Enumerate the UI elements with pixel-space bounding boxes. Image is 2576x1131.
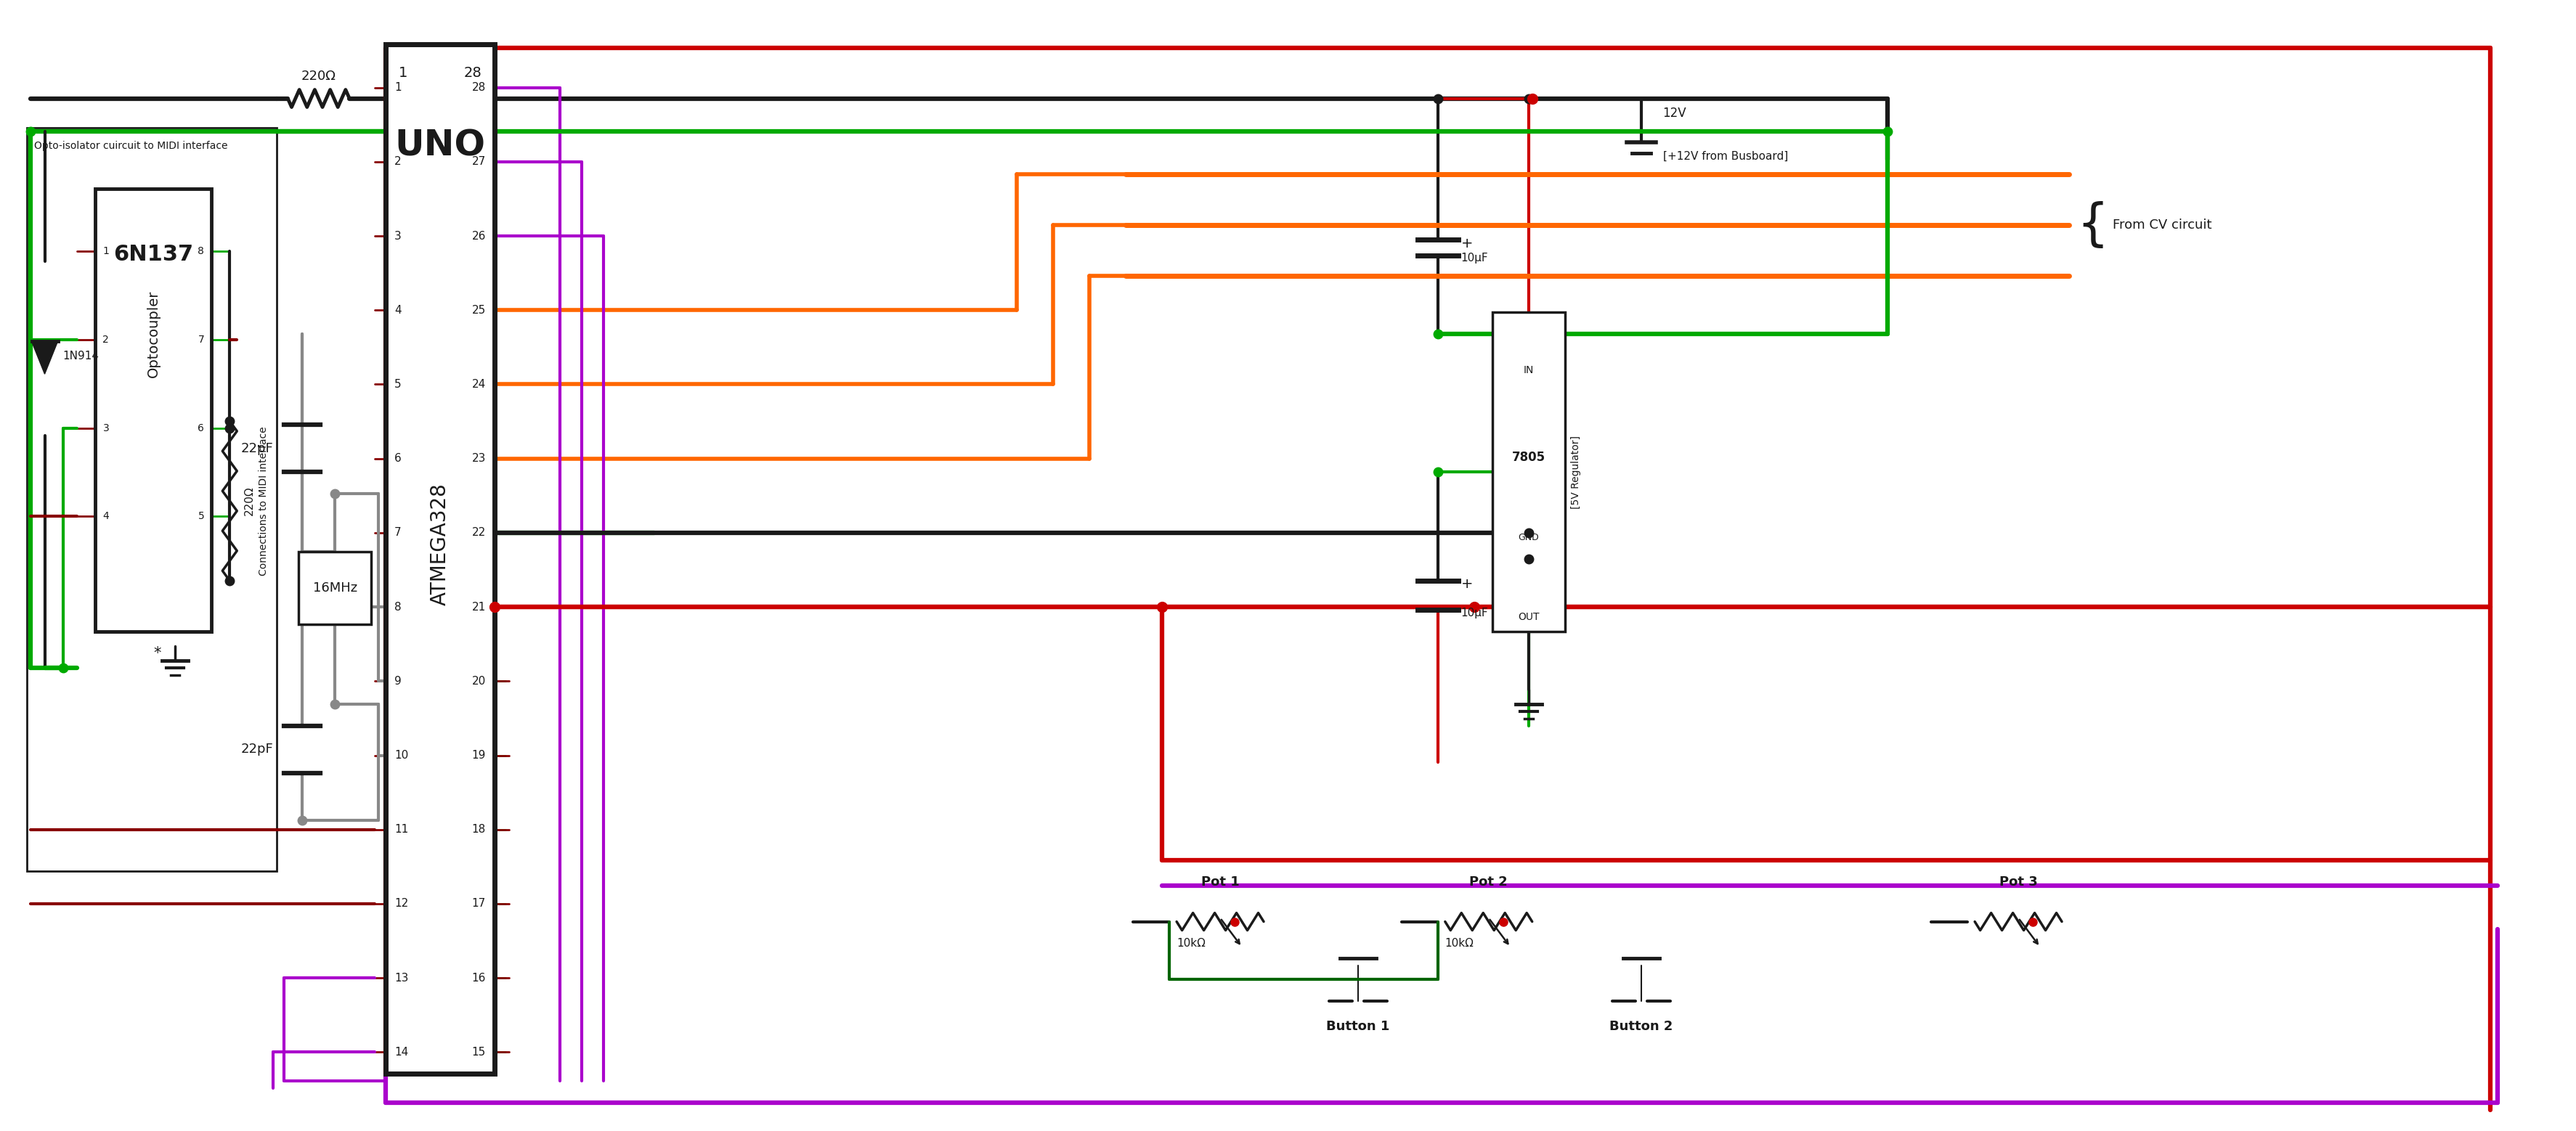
- Text: From CV circuit: From CV circuit: [2112, 218, 2210, 232]
- Text: 15: 15: [471, 1046, 487, 1057]
- Text: Pot 2: Pot 2: [1468, 875, 1507, 888]
- Text: 13: 13: [394, 973, 410, 984]
- Text: Button 1: Button 1: [1327, 1020, 1388, 1034]
- Text: 22pF: 22pF: [240, 743, 273, 756]
- Text: Pot 1: Pot 1: [1200, 875, 1239, 888]
- Text: 6: 6: [198, 423, 204, 433]
- Text: 17: 17: [471, 898, 487, 909]
- Text: 8: 8: [394, 602, 402, 612]
- Text: 28: 28: [471, 83, 487, 93]
- Text: 5: 5: [394, 379, 402, 390]
- Text: 1: 1: [399, 66, 407, 80]
- Text: Opto-isolator cuircuit to MIDI interface: Opto-isolator cuircuit to MIDI interface: [33, 140, 227, 150]
- Text: 26: 26: [471, 231, 487, 241]
- Text: 4: 4: [394, 304, 402, 316]
- Text: +: +: [1461, 236, 1473, 250]
- Text: 25: 25: [471, 304, 487, 316]
- Text: OUT: OUT: [1517, 612, 1538, 622]
- Text: 2: 2: [394, 156, 402, 167]
- Text: 7805: 7805: [1512, 451, 1546, 464]
- Text: 19: 19: [471, 750, 487, 761]
- Text: 22: 22: [471, 527, 487, 538]
- Text: 28: 28: [464, 66, 482, 80]
- Text: 1: 1: [394, 83, 402, 93]
- Text: 5: 5: [198, 511, 204, 521]
- Text: 7: 7: [394, 527, 402, 538]
- Text: 8: 8: [198, 245, 204, 256]
- Text: *: *: [155, 646, 160, 661]
- Text: 10kΩ: 10kΩ: [1177, 938, 1206, 949]
- Text: 6N137: 6N137: [113, 244, 193, 265]
- Text: 1N914: 1N914: [62, 351, 98, 361]
- Text: 14: 14: [394, 1046, 407, 1057]
- Text: 10: 10: [394, 750, 407, 761]
- Text: 1: 1: [103, 245, 108, 256]
- Text: Connections to MIDI interface: Connections to MIDI interface: [258, 426, 268, 576]
- Text: Button 2: Button 2: [1610, 1020, 1672, 1034]
- Text: {: {: [2076, 201, 2107, 250]
- Text: 11: 11: [394, 824, 407, 835]
- Text: 12: 12: [394, 898, 407, 909]
- Text: 10kΩ: 10kΩ: [1445, 938, 1473, 949]
- Text: UNO: UNO: [394, 128, 484, 163]
- Text: 3: 3: [103, 423, 108, 433]
- Text: 21: 21: [471, 602, 487, 612]
- Text: 9: 9: [394, 675, 402, 687]
- Polygon shape: [31, 342, 57, 374]
- Text: [5V Regulator]: [5V Regulator]: [1571, 435, 1579, 509]
- Text: 4: 4: [103, 511, 108, 521]
- Text: 20: 20: [471, 675, 487, 687]
- Text: Optocoupler: Optocoupler: [147, 291, 160, 378]
- Text: 23: 23: [471, 454, 487, 464]
- Text: 7: 7: [198, 335, 204, 345]
- Bar: [95, 189, 211, 631]
- Text: 220Ω: 220Ω: [245, 486, 255, 516]
- Text: IN: IN: [1522, 365, 1533, 375]
- Bar: [299, 552, 371, 624]
- Text: 220Ω: 220Ω: [301, 69, 335, 83]
- Bar: [386, 44, 495, 1074]
- Text: 2: 2: [103, 335, 108, 345]
- Text: 16: 16: [471, 973, 487, 984]
- Text: 22pF: 22pF: [240, 442, 273, 455]
- Text: 16MHz: 16MHz: [312, 581, 358, 595]
- Text: 24: 24: [471, 379, 487, 390]
- Text: Pot 3: Pot 3: [1999, 875, 2038, 888]
- Text: 12V: 12V: [1662, 106, 1685, 120]
- Text: ATMEGA328: ATMEGA328: [430, 483, 451, 606]
- Text: 10μF: 10μF: [1461, 608, 1489, 619]
- Text: 18: 18: [471, 824, 487, 835]
- Text: +: +: [1461, 578, 1473, 592]
- Text: 10μF: 10μF: [1461, 252, 1489, 264]
- Text: GND: GND: [1517, 533, 1538, 542]
- Bar: [1492, 312, 1564, 631]
- Bar: [26, 128, 276, 871]
- Text: 27: 27: [471, 156, 487, 167]
- Text: [+12V from Busboard]: [+12V from Busboard]: [1662, 152, 1788, 162]
- Text: 6: 6: [394, 454, 402, 464]
- Text: 3: 3: [394, 231, 402, 241]
